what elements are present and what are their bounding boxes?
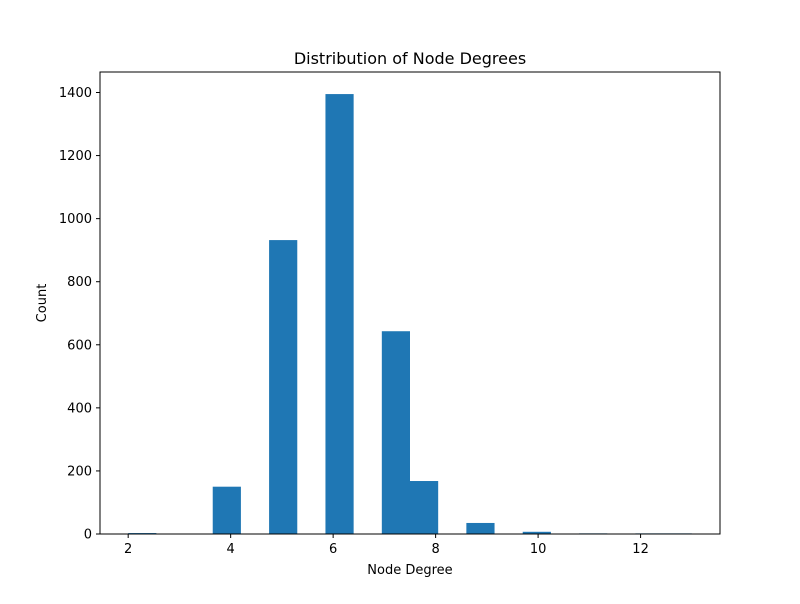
histogram-bar bbox=[381, 331, 410, 534]
y-tick-label: 800 bbox=[67, 275, 92, 290]
x-tick-label: 4 bbox=[227, 542, 235, 557]
y-tick-label: 1200 bbox=[59, 149, 92, 164]
x-tick-label: 2 bbox=[124, 542, 132, 557]
chart-title: Distribution of Node Degrees bbox=[294, 49, 526, 68]
y-tick-label: 0 bbox=[84, 528, 92, 543]
histogram-bar bbox=[410, 481, 439, 534]
y-axis-label: Count bbox=[35, 284, 50, 323]
histogram-bar bbox=[466, 522, 495, 534]
histogram-bar bbox=[269, 240, 298, 535]
y-tick-label: 1400 bbox=[59, 86, 92, 101]
y-tick-label: 1000 bbox=[59, 212, 92, 227]
x-axis-ticks: 2 4 6 8 10 12 bbox=[124, 534, 649, 557]
histogram-bar bbox=[325, 94, 354, 535]
bars-group bbox=[128, 94, 692, 535]
plot-frame bbox=[99, 71, 721, 535]
x-tick-label: 12 bbox=[632, 542, 649, 557]
x-tick-label: 8 bbox=[431, 542, 439, 557]
y-tick-label: 200 bbox=[67, 464, 92, 479]
y-axis-ticks: 0 200 400 600 800 1000 1200 1400 bbox=[59, 86, 100, 543]
histogram-bar bbox=[522, 531, 551, 534]
histogram-bar bbox=[212, 486, 241, 534]
y-tick-label: 600 bbox=[67, 338, 92, 353]
y-tick-label: 400 bbox=[67, 401, 92, 416]
x-axis-label: Node Degree bbox=[367, 563, 452, 578]
x-tick-label: 6 bbox=[329, 542, 337, 557]
x-tick-label: 10 bbox=[530, 542, 547, 557]
